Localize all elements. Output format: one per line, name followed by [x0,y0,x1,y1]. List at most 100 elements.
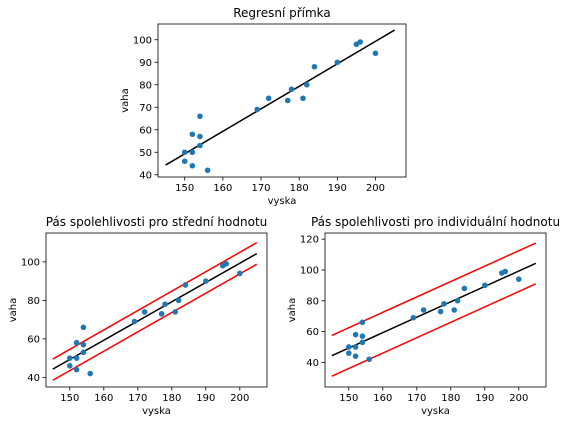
subplot-3: Pás spolehlivosti pro individuální hodno… [287,215,560,417]
data-point [197,133,203,140]
data-point [80,324,87,331]
data-point [334,59,341,66]
x-tick-label: 190 [475,393,494,404]
data-point [189,149,196,156]
data-point [223,261,229,267]
data-point [451,307,458,313]
data-point [304,81,310,88]
data-point [352,331,359,338]
data-point [441,301,447,307]
confidence-band-upper [52,241,258,360]
x-tick-label: 150 [60,393,79,404]
x-tick-label: 150 [175,183,194,194]
confidence-band-upper [331,242,537,337]
x-axis-label: vyska [142,406,171,417]
y-tick-label: 40 [139,170,152,181]
y-tick-label: 40 [306,358,319,369]
y-tick-label: 120 [300,235,319,246]
x-tick-label: 180 [290,183,309,194]
data-point [300,95,306,102]
data-point [437,308,444,315]
data-point [87,370,93,377]
confidence-band-lower [331,283,537,377]
y-axis-label: vaha [287,298,298,323]
data-point [158,311,165,317]
subplot-1: Regresní přímka 150 160 170 180 190 200 40 50 60 7… [120,6,407,207]
data-point [181,158,188,165]
data-point [131,318,138,325]
x-tick-label: 180 [162,393,181,404]
x-tick-label: 170 [128,393,147,404]
data-point [366,356,373,363]
data-point [410,314,417,321]
data-point [80,349,87,356]
y-axis-label: vaha [120,88,131,113]
y-tick-label: 90 [139,58,152,69]
x-tick-label: 170 [251,183,270,194]
data-point [189,162,196,169]
y-axis-label: vaha [8,298,19,323]
data-point [181,149,188,156]
data-point [203,278,209,284]
y-tick-label: 60 [306,327,319,338]
y-tick-label: 40 [27,373,40,384]
data-point [73,355,80,361]
data-point [372,50,379,57]
data-point [175,297,182,304]
data-point [172,309,178,315]
data-point [288,86,295,93]
data-point [346,350,352,356]
chart-title: Pás spolehlivosti pro střední hodnotu [46,215,268,229]
subplot-2: Pás spolehlivosti pro střední hodnotu 150… [8,215,268,417]
y-tick-label: 60 [27,334,40,345]
data-point [204,167,211,174]
x-tick-label: 200 [509,393,528,404]
regression-line [52,252,258,370]
confidence-band-lower [52,263,258,381]
data-point [284,97,291,104]
data-point [189,131,196,138]
data-point [254,106,260,113]
x-tick-label: 200 [230,393,249,404]
x-tick-label: 160 [94,393,113,404]
x-tick-label: 200 [366,183,385,194]
y-tick-label: 100 [133,35,152,46]
plot-frame [157,23,407,178]
chart-title: Pás spolehlivosti pro individuální hodno… [311,215,560,229]
data-point [359,333,366,339]
data-point [67,355,73,361]
data-point [80,341,87,348]
data-point [197,113,203,120]
y-tick-label: 70 [139,103,152,114]
data-point [141,309,148,315]
data-point [73,339,80,346]
y-tick-label: 100 [21,257,40,268]
data-point [454,297,461,304]
data-point [73,366,80,373]
data-point [346,344,352,350]
data-point [482,282,488,289]
regression-line [165,29,395,166]
data-point [162,301,168,308]
x-tick-label: 160 [373,393,392,404]
data-point [311,63,318,70]
data-point [265,95,272,102]
x-tick-label: 180 [441,393,460,404]
y-tick-label: 80 [139,80,152,91]
data-point [182,282,189,288]
data-point [516,276,522,283]
y-tick-label: 100 [300,265,319,276]
regression-line [331,262,537,357]
y-tick-label: 50 [139,148,152,159]
data-point [352,353,359,360]
data-point [357,39,364,45]
data-point [359,319,366,326]
y-tick-label: 80 [27,296,40,307]
data-point [197,142,203,149]
data-point [352,344,359,350]
plot-frame [324,232,547,388]
data-point [67,363,73,369]
x-axis-label: vyska [421,406,450,417]
x-tick-label: 160 [213,183,232,194]
